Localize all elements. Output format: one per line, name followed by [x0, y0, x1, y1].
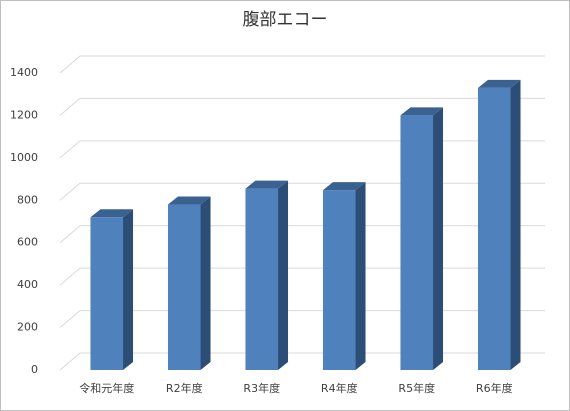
bar-face	[477, 79, 521, 88]
bar-face	[322, 182, 366, 191]
grid-line	[59, 97, 545, 116]
grid-line	[59, 182, 545, 201]
x-tick-label: 令和元年度	[79, 381, 134, 395]
bar-face	[322, 190, 356, 370]
y-tick-label: 400	[17, 278, 38, 291]
bar-face	[123, 209, 134, 370]
bar-face	[200, 196, 211, 370]
y-tick-label: 1000	[10, 151, 38, 164]
bar-face	[167, 204, 201, 370]
x-tick-label: R3年度	[243, 381, 280, 395]
bar-face	[400, 115, 434, 370]
bar	[90, 209, 134, 370]
x-tick-label: R6年度	[476, 381, 513, 395]
bar-face	[510, 79, 521, 370]
grid-line	[59, 352, 545, 371]
bar-face	[433, 107, 444, 370]
grid-line	[59, 310, 545, 328]
bar-face	[245, 188, 279, 370]
grid-line	[59, 225, 545, 244]
y-tick-label: 1200	[10, 108, 38, 121]
chart-title: 腹部エコー	[243, 10, 328, 30]
y-tick-label: 800	[17, 193, 38, 206]
y-tick-label: 600	[17, 236, 38, 249]
grid-line	[59, 267, 545, 286]
bar-face	[90, 217, 124, 370]
bar-face	[278, 180, 289, 370]
bar	[322, 182, 366, 370]
bar	[400, 107, 444, 370]
bar-face	[90, 209, 134, 218]
y-tick-label: 1400	[10, 66, 38, 79]
grid-line	[59, 140, 545, 159]
bar-face	[400, 107, 444, 116]
bar-face	[245, 180, 289, 189]
bar-face	[477, 87, 511, 370]
bar-face	[355, 182, 366, 370]
x-tick-label: R4年度	[321, 381, 358, 395]
bar	[167, 196, 211, 370]
y-tick-label: 0	[31, 363, 38, 376]
x-tick-label: R2年度	[166, 381, 203, 395]
bar	[245, 180, 289, 370]
bar	[477, 79, 521, 370]
y-tick-label: 200	[17, 321, 38, 334]
bar-face	[167, 196, 211, 205]
grid-line	[59, 55, 545, 74]
x-tick-label: R5年度	[398, 381, 435, 395]
